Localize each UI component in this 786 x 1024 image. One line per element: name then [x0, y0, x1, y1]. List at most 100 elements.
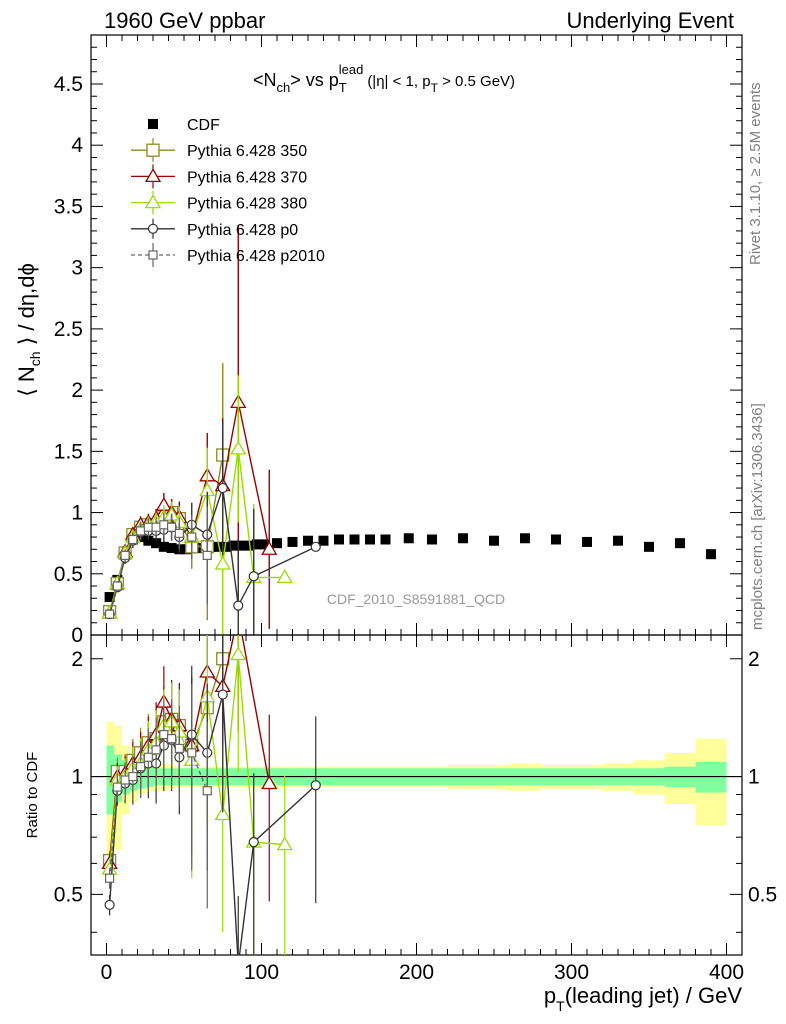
cdf-point [551, 534, 561, 545]
series-point [202, 550, 212, 561]
cdf-point [613, 535, 623, 546]
legend-label: Pythia 6.428 p0 [187, 222, 298, 239]
series-point [310, 541, 321, 552]
legend-marker [144, 194, 162, 209]
plot-title: <Nch> vs pTlead(|η| < 1, pT > 0.5 GeV) [253, 62, 515, 95]
mcplots-label: mcplots.cern.ch [arXiv:1306.3436] [749, 403, 766, 630]
series-point [104, 609, 115, 619]
ratio-point [187, 748, 197, 758]
bottom-ylabel: Ratio to CDF [24, 752, 41, 839]
series-point [233, 600, 244, 611]
ratio-point [174, 743, 184, 754]
legend-marker [144, 168, 162, 183]
legend: CDF Pythia 6.428 350 Pythia 6.428 370 Pythi… [131, 117, 325, 267]
ratio-point [248, 837, 259, 848]
legend-label: Pythia 6.428 p2010 [187, 248, 325, 265]
main-series [101, 224, 716, 635]
ratio-point [120, 775, 130, 785]
y-tick-label: 3 [71, 257, 83, 280]
cdf-point [236, 540, 247, 551]
band-inner [106, 745, 115, 815]
cdf-point [403, 533, 414, 544]
ratio-point [112, 782, 122, 792]
cdf-point [489, 535, 499, 546]
legend-label: Pythia 6.428 370 [187, 169, 307, 186]
cdf-point [151, 538, 162, 549]
legend-label: Pythia 6.428 350 [187, 143, 307, 160]
ratio-point [310, 780, 321, 791]
cdf-point [458, 533, 468, 544]
y-tick-label: 1 [71, 502, 83, 525]
cdf-point [244, 540, 255, 551]
series-point [136, 526, 146, 536]
y-tick-label: 1.5 [54, 440, 83, 463]
ratio-plot: 0 100 200 300 400 0.5 0.5 1 1 2 2 [54, 623, 777, 984]
cdf-point [675, 538, 685, 549]
ratio-point [230, 646, 247, 661]
ratio-series [101, 635, 321, 970]
series-point [143, 522, 153, 532]
legend-marker [148, 119, 158, 129]
cdf-point [644, 541, 654, 552]
y-tick-label: 0.5 [54, 883, 83, 906]
legend-marker [146, 143, 160, 157]
cdf-point [143, 535, 154, 546]
y-tick-label: 1 [71, 766, 83, 789]
ratio-point [128, 771, 138, 782]
series-point [248, 571, 259, 582]
ratio-point [214, 806, 231, 821]
y-tick-label: 2.5 [54, 318, 83, 341]
y-tick-label: 4 [71, 134, 83, 157]
cdf-point [272, 538, 282, 549]
ratio-point [167, 734, 177, 744]
series-point [174, 528, 184, 538]
series-point [167, 522, 177, 532]
cdf-point [318, 535, 329, 546]
series-point [112, 581, 122, 591]
ratio-point [261, 775, 278, 790]
cdf-point [582, 536, 592, 547]
cdf-point [287, 536, 298, 547]
series-point [214, 555, 231, 570]
ratio-point [104, 873, 115, 883]
y-tick-label: 4.5 [54, 73, 83, 96]
series-point [261, 540, 278, 555]
x-tick-label: 400 [709, 961, 744, 984]
cdf-point [104, 592, 115, 603]
main-plot: 0 0.5 1 1.5 2 2.5 3 3.5 4 4.5 [54, 34, 743, 647]
y-tick-label: 0.5 [54, 563, 83, 586]
series-point [151, 522, 161, 532]
cdf-point [365, 534, 375, 545]
y-tick-label: 3.5 [54, 195, 83, 218]
cdf-point [251, 539, 262, 550]
legend-marker [148, 250, 158, 260]
series-point [159, 520, 169, 530]
xlabel: pT(leading jet) / GeV [544, 983, 742, 1014]
series-point [217, 482, 228, 494]
top-ylabel: ⟨ Nch ⟩ / dη,dϕ [14, 263, 43, 397]
x-tick-label: 0 [101, 961, 113, 984]
cdf-point [228, 540, 239, 551]
cdf-point [380, 534, 391, 545]
cdf-point [334, 534, 344, 545]
cdf-point [213, 541, 224, 552]
cdf-point [427, 534, 437, 545]
y-tick-label-right: 0.5 [748, 883, 777, 906]
ratio-point [234, 961, 243, 970]
cdf-point [303, 535, 313, 546]
cdf-point [349, 534, 360, 545]
series-point [128, 534, 138, 545]
ratio-point [276, 836, 293, 851]
ratio-point [159, 730, 169, 740]
y-tick-label: 2 [71, 648, 83, 671]
legend-marker [147, 223, 159, 234]
x-tick-label: 300 [554, 961, 589, 984]
analysis-id: CDF_2010_S8591881_QCD [327, 591, 505, 607]
ratio-point [202, 786, 212, 796]
ratio-point [217, 689, 228, 700]
ratio-point [136, 762, 146, 772]
y-tick-label-right: 2 [748, 648, 760, 671]
y-tick-label: 0 [71, 624, 83, 647]
rivet-label: Rivet 3.1.10, ≥ 2.5M events [747, 83, 764, 266]
